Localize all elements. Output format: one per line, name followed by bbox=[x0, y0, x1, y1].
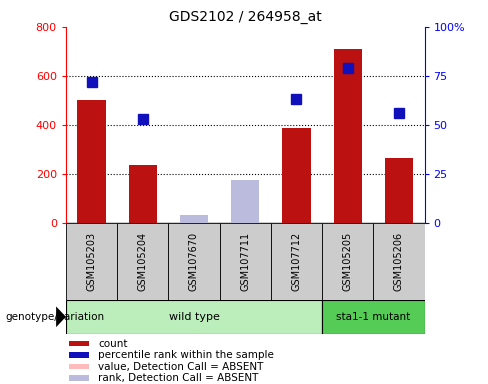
Bar bbox=[322, 300, 425, 334]
Text: percentile rank within the sample: percentile rank within the sample bbox=[98, 350, 274, 360]
Bar bbox=[334, 49, 362, 223]
Text: GSM107670: GSM107670 bbox=[189, 232, 199, 291]
Text: value, Detection Call = ABSENT: value, Detection Call = ABSENT bbox=[98, 362, 264, 372]
Text: rank, Detection Call = ABSENT: rank, Detection Call = ABSENT bbox=[98, 373, 259, 383]
Bar bbox=[78, 100, 105, 223]
Text: GSM107712: GSM107712 bbox=[291, 232, 302, 291]
Text: GSM105205: GSM105205 bbox=[343, 232, 353, 291]
Bar bbox=[180, 215, 208, 223]
Bar bbox=[322, 223, 373, 300]
Bar bbox=[129, 165, 157, 223]
Text: wild type: wild type bbox=[168, 312, 220, 322]
Text: GSM105203: GSM105203 bbox=[86, 232, 97, 291]
Text: GSM105206: GSM105206 bbox=[394, 232, 404, 291]
Bar bbox=[231, 180, 259, 223]
Bar bbox=[66, 223, 117, 300]
Bar bbox=[117, 223, 168, 300]
Bar bbox=[69, 376, 89, 381]
Title: GDS2102 / 264958_at: GDS2102 / 264958_at bbox=[169, 10, 322, 25]
Bar bbox=[373, 223, 425, 300]
Bar bbox=[271, 223, 322, 300]
Text: count: count bbox=[98, 339, 128, 349]
Bar bbox=[168, 223, 220, 300]
Bar bbox=[220, 223, 271, 300]
Text: genotype/variation: genotype/variation bbox=[5, 312, 104, 322]
Bar bbox=[66, 300, 322, 334]
Text: GSM105204: GSM105204 bbox=[138, 232, 148, 291]
Bar bbox=[69, 353, 89, 358]
Bar bbox=[385, 158, 413, 223]
Text: sta1-1 mutant: sta1-1 mutant bbox=[336, 312, 410, 322]
Bar bbox=[231, 215, 259, 223]
Polygon shape bbox=[56, 306, 66, 327]
Text: GSM107711: GSM107711 bbox=[240, 232, 250, 291]
Bar bbox=[69, 341, 89, 346]
Bar bbox=[69, 364, 89, 369]
Bar bbox=[283, 129, 310, 223]
